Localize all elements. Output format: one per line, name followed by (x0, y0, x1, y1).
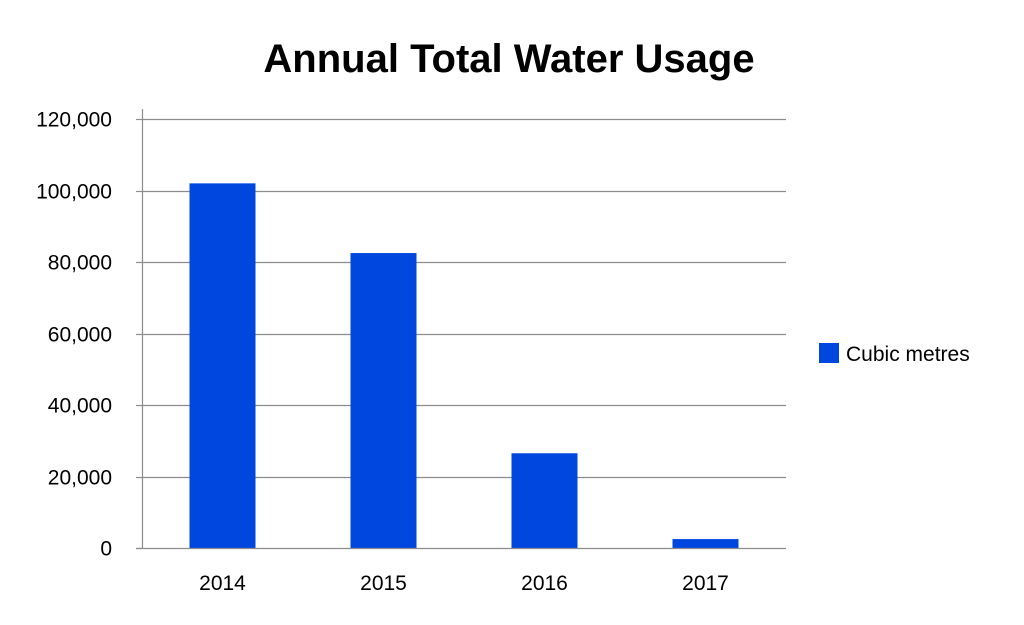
y-tick-label: 80,000 (48, 252, 112, 275)
x-tick-label: 2015 (360, 572, 407, 595)
y-tick-label: 0 (100, 538, 112, 561)
x-axis-ticks: 2014 2015 2016 2017 (199, 572, 729, 595)
x-tick-label: 2017 (682, 572, 729, 595)
x-tick-label: 2014 (199, 572, 246, 595)
y-tick-label: 20,000 (48, 467, 112, 490)
y-tick-label: 120,000 (36, 109, 112, 132)
y-tick-label: 60,000 (48, 324, 112, 347)
bar-2014 (189, 183, 256, 548)
legend-swatch (819, 343, 839, 363)
axes (136, 109, 786, 550)
bar-2017 (672, 539, 739, 548)
legend-label: Cubic metres (846, 343, 970, 366)
x-tick-label: 2016 (521, 572, 568, 595)
bar-2015 (350, 253, 417, 548)
y-axis-ticks: 0 20,000 40,000 60,000 80,000 100,000 120,000 (36, 109, 142, 561)
legend: Cubic metres (819, 343, 970, 366)
y-tick-label: 40,000 (48, 395, 112, 418)
chart-title: Annual Total Water Usage (263, 37, 754, 81)
bars (189, 183, 739, 548)
y-tick-label: 100,000 (36, 181, 112, 204)
bar-2016 (511, 453, 578, 548)
